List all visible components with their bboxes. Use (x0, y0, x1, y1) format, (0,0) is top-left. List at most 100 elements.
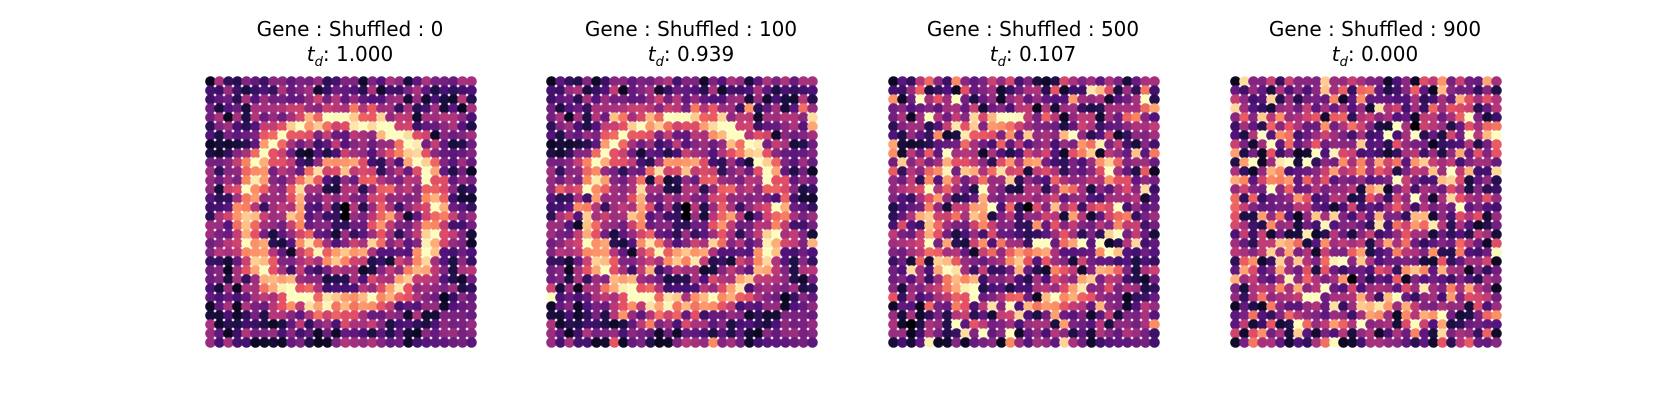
spot (753, 121, 764, 132)
spot (295, 220, 306, 231)
spot (1293, 283, 1304, 294)
spot (564, 157, 575, 168)
spot (412, 328, 423, 339)
spot (978, 229, 989, 240)
spot (268, 274, 279, 285)
spot (987, 337, 998, 348)
spot (385, 319, 396, 330)
spot (573, 148, 584, 159)
spot (951, 238, 962, 249)
spot (358, 139, 369, 150)
spot (250, 265, 261, 276)
spot (807, 139, 818, 150)
spot (978, 211, 989, 222)
spot (645, 283, 656, 294)
spot (1032, 256, 1043, 267)
spot (1320, 211, 1331, 222)
spot (340, 337, 351, 348)
spot (1077, 130, 1088, 141)
spot (394, 292, 405, 303)
spot (349, 130, 360, 141)
spot (969, 94, 980, 105)
spot (960, 85, 971, 96)
spot (798, 76, 809, 87)
spot (906, 220, 917, 231)
spot (1014, 229, 1025, 240)
spot (1347, 121, 1358, 132)
spot (888, 112, 899, 123)
spot (915, 193, 926, 204)
spot (1077, 166, 1088, 177)
spot (1293, 103, 1304, 114)
spot (313, 292, 324, 303)
spot (322, 220, 333, 231)
spot (915, 319, 926, 330)
spot (331, 310, 342, 321)
spot (412, 121, 423, 132)
spot (951, 274, 962, 285)
spot (564, 319, 575, 330)
spot (466, 130, 477, 141)
spot (717, 211, 728, 222)
spot (1023, 175, 1034, 186)
spot (1419, 94, 1430, 105)
spot (1473, 265, 1484, 276)
spot (313, 283, 324, 294)
spot (1149, 193, 1160, 204)
spot (762, 292, 773, 303)
spot (304, 103, 315, 114)
spot (1428, 319, 1439, 330)
spot (1356, 148, 1367, 159)
spot (1491, 166, 1502, 177)
spot (1347, 292, 1358, 303)
spot (735, 337, 746, 348)
spot (897, 175, 908, 186)
spot (942, 94, 953, 105)
spot (924, 166, 935, 177)
spot (654, 112, 665, 123)
spot (663, 193, 674, 204)
spot (654, 166, 665, 177)
spot (618, 157, 629, 168)
spot (304, 238, 315, 249)
spot (358, 193, 369, 204)
spot (430, 103, 441, 114)
spot (1419, 211, 1430, 222)
spot (403, 229, 414, 240)
spot (546, 319, 557, 330)
spot (421, 193, 432, 204)
spot (1068, 202, 1079, 213)
spot (987, 310, 998, 321)
spot (1491, 121, 1502, 132)
spot (232, 337, 243, 348)
spot (1050, 283, 1061, 294)
spot (1068, 229, 1079, 240)
spot (987, 220, 998, 231)
spot (223, 265, 234, 276)
spot (1311, 148, 1322, 159)
spot (322, 103, 333, 114)
spot (358, 166, 369, 177)
spot (969, 211, 980, 222)
spot (1392, 211, 1403, 222)
spot (753, 328, 764, 339)
spot (636, 301, 647, 312)
spot (1410, 238, 1421, 249)
spot (1455, 175, 1466, 186)
spot (1455, 301, 1466, 312)
spot (1311, 238, 1322, 249)
spot (1293, 328, 1304, 339)
spot (1320, 283, 1331, 294)
spot (744, 211, 755, 222)
spot (564, 211, 575, 222)
spot (241, 103, 252, 114)
spot (313, 337, 324, 348)
spot (690, 256, 701, 267)
spot (1149, 283, 1160, 294)
spot (1131, 247, 1142, 258)
spot (1086, 301, 1097, 312)
spot (385, 256, 396, 267)
spot (699, 292, 710, 303)
spot (421, 112, 432, 123)
spot (223, 193, 234, 204)
